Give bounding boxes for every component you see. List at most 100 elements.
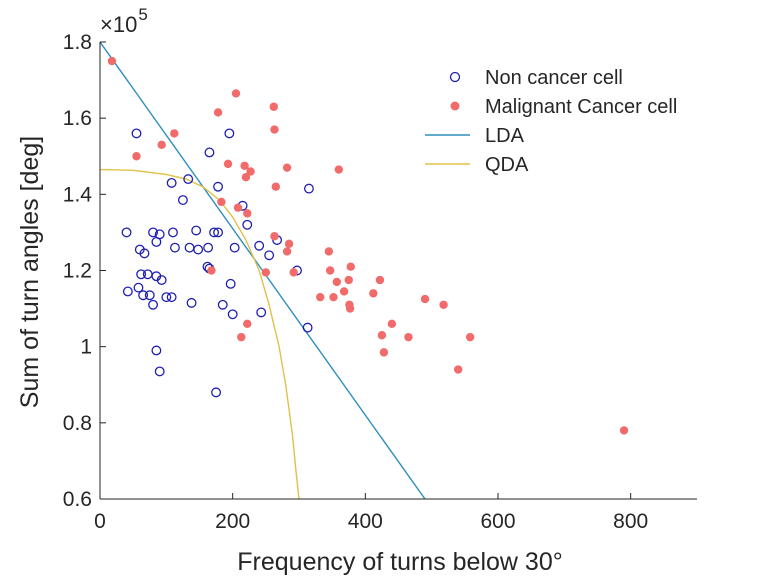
axes: 0 200 400 600 800 0.6 0.8 1 1.2 1.4 1.6 1.8 — [63, 31, 697, 533]
x-axis-label: Frequency of turns below 30° — [237, 548, 562, 576]
legend: Non cancer cell Malignant Cancer cell LDA Q… — [425, 67, 677, 176]
y-multiplier-label: ×10 — [100, 12, 137, 37]
non-cancer-point — [193, 244, 204, 255]
y-tick-label: 1 — [80, 336, 92, 359]
non-cancer-point — [156, 275, 167, 285]
non-cancer-point — [122, 286, 133, 297]
legend-label: QDA — [485, 154, 529, 176]
malignant-point — [237, 332, 246, 342]
malignant-point — [271, 182, 280, 191]
non-cancer-point — [154, 366, 165, 377]
non-cancer-point — [168, 227, 178, 238]
y-tick-label: 1.4 — [63, 183, 93, 206]
non-cancer-point — [304, 183, 314, 194]
non-cancer-point — [264, 250, 275, 261]
malignant-point — [231, 89, 241, 98]
non-cancer-point — [121, 227, 132, 238]
malignant-point — [375, 275, 385, 285]
malignant-point — [344, 275, 353, 285]
non-cancer-point — [211, 387, 222, 398]
non-cancer-point — [203, 242, 214, 253]
non-cancer-point — [166, 292, 177, 303]
non-cancer-point — [254, 240, 265, 251]
non-cancer-point — [186, 297, 197, 308]
legend-marker-malignant — [450, 101, 460, 111]
non-cancer-point — [242, 219, 253, 230]
non-cancer-point — [256, 307, 267, 318]
non-cancer-point — [161, 292, 172, 303]
malignant-point — [334, 165, 343, 174]
y-tick-label: 0.8 — [63, 412, 92, 435]
malignant-point — [332, 277, 342, 287]
qda-boundary-line — [100, 168, 300, 499]
non-cancer-point — [209, 227, 220, 238]
plot-area — [100, 42, 629, 499]
malignant-point — [282, 247, 292, 256]
malignant-point — [316, 292, 325, 302]
malignant-point — [270, 125, 279, 134]
y-tick-label: 1.2 — [63, 260, 92, 283]
non-cancer-point — [133, 282, 144, 293]
non-cancer-point — [142, 269, 153, 280]
legend-label: LDA — [485, 125, 525, 147]
malignant-point — [346, 262, 355, 271]
malignant-point — [240, 161, 249, 170]
malignant-point — [207, 266, 216, 275]
x-tick-label: 0 — [94, 510, 106, 533]
malignant-point — [241, 172, 251, 182]
non-cancer-point — [136, 269, 147, 280]
non-cancer-point — [148, 299, 159, 310]
non-cancer-point — [229, 242, 240, 253]
malignant-point — [270, 232, 279, 241]
non-cancer-point — [224, 128, 235, 139]
malignant-point — [325, 266, 335, 275]
non-cancer-point — [170, 242, 180, 253]
legend-label: Non cancer cell — [485, 67, 623, 89]
malignant-point — [387, 319, 397, 329]
non-cancer-point — [217, 299, 228, 310]
malignant-point — [339, 287, 349, 296]
malignant-point — [261, 268, 271, 277]
y-multiplier-exponent: 5 — [138, 5, 147, 24]
malignant-point — [217, 197, 226, 207]
non-cancer-point — [213, 181, 224, 192]
x-tick-label: 800 — [613, 510, 648, 533]
malignant-point — [377, 331, 387, 340]
y-tick-label: 1.6 — [63, 107, 92, 130]
malignant-point — [246, 167, 255, 176]
malignant-point — [324, 247, 334, 256]
x-tick-label: 400 — [348, 510, 383, 533]
non-cancer-point — [204, 147, 215, 158]
malignant-point — [243, 209, 252, 218]
plot-clipped-group — [100, 42, 629, 499]
non-cancer-point — [166, 177, 177, 188]
non-cancer-point — [131, 128, 142, 139]
malignant-point — [329, 292, 338, 302]
non-cancer-point — [191, 225, 202, 236]
non-cancer-point — [151, 345, 162, 356]
non-cancer-point — [139, 248, 150, 259]
malignant-point — [284, 239, 294, 249]
non-cancer-point — [225, 278, 236, 289]
malignant-point — [420, 294, 430, 304]
malignant-point — [243, 319, 252, 329]
legend-marker-non-cancer — [449, 71, 461, 83]
non-cancer-point — [213, 227, 224, 238]
malignant-point — [439, 300, 448, 309]
malignant-point — [269, 102, 278, 111]
malignant-point — [132, 152, 141, 161]
non-cancer-point — [148, 227, 159, 238]
malignant-point — [369, 289, 378, 298]
legend-label: Malignant Cancer cell — [485, 96, 677, 118]
y-tick-label: 1.8 — [63, 31, 92, 54]
y-axis-label: Sum of turn angles [deg] — [16, 136, 44, 408]
x-tick-label: 200 — [215, 510, 250, 533]
malignant-point — [170, 129, 179, 138]
non-cancer-point — [144, 290, 155, 301]
malignant-point — [619, 426, 629, 435]
non-cancer-point — [184, 242, 195, 253]
non-cancer-point — [302, 322, 313, 333]
malignant-point — [233, 203, 243, 212]
malignant-point — [345, 304, 355, 313]
